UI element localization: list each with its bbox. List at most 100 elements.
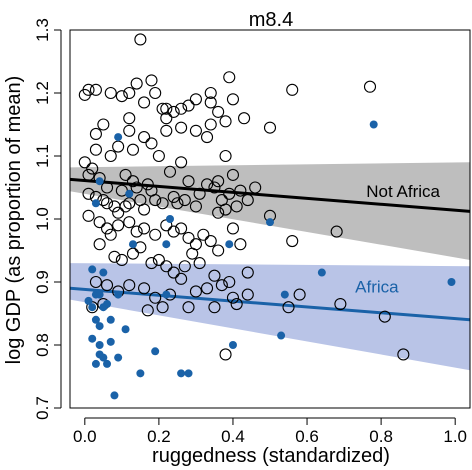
not-africa-data-point [152,253,165,267]
not-africa-data-point [204,118,217,131]
not-africa-data-point [115,253,128,267]
not-africa-data-point [241,194,254,207]
not-africa-data-point [208,181,221,194]
not-africa-data-point [126,175,140,188]
not-africa-data-point [82,83,95,96]
not-africa-data-point [100,181,114,194]
fit-labels: Not Africa Africa [355,182,440,297]
not-africa-data-point [249,181,262,194]
africa-data-point [121,325,130,334]
africa-data-point [99,303,108,312]
not-africa-data-point [208,301,221,314]
not-africa-data-point [123,86,136,100]
africa-data-point [95,322,104,331]
not-africa-data-point [152,149,165,163]
not-africa-data-point [397,348,410,361]
not-africa-data-point [189,93,202,106]
y-tick-label: 1.2 [33,81,52,105]
not-africa-data-point [230,297,243,311]
not-africa-data-point [241,288,254,301]
not-africa-data-point [138,222,151,235]
not-africa-data-point [89,143,102,156]
not-africa-data-point [219,149,232,163]
not-africa-data-point [126,143,140,156]
not-africa-data-point [100,197,114,210]
not-africa-data-point [160,260,173,273]
not-africa-data-point [145,257,158,270]
not-africa-data-point [123,112,136,125]
not-africa-data-point [89,127,102,140]
not-africa-data-point [200,178,214,191]
not-africa-data-point [241,266,254,279]
not-africa-data-point [134,33,147,46]
not-africa-data-point [171,197,184,210]
x-tick-label: 0.0 [73,427,97,446]
x-tick-label: 1.0 [443,427,467,446]
not-africa-data-point [219,115,232,128]
not-africa-data-point [223,71,236,84]
not-africa-data-point [104,149,117,163]
not-africa-data-point [200,131,214,144]
not-africa-data-point [204,86,217,100]
africa-data-point [447,278,456,286]
africa-data-point [84,296,93,305]
not-africa-data-point [178,260,191,273]
not-africa-data-point [286,83,299,96]
x-tick-label: 0.8 [369,427,393,446]
not-africa-data-point [189,285,202,298]
not-africa-data-point [182,175,195,188]
not-africa-data-point [234,238,247,251]
not-africa-data-point [193,187,206,200]
not-africa-data-point [130,77,143,90]
africa-data-point [88,303,97,312]
y-tick-label: 1.0 [33,207,52,231]
africa-data-point [91,315,100,324]
y-tick-label: 0.7 [33,396,52,420]
africa-data-point [136,369,145,378]
not-africa-data-point [167,266,180,279]
y-tick-label: 1.1 [33,144,52,168]
not-africa-data-point [197,228,210,241]
not-africa-data-point [119,200,132,213]
not-africa-data-point [130,225,143,238]
africa-data-point [317,268,326,277]
not-africa-data-point [138,96,151,109]
not-africa-data-point [123,216,136,229]
not-africa-data-point [141,304,154,317]
not-africa-data-point [149,228,162,241]
not-africa-data-point [149,291,162,304]
not-africa-data-point [123,279,136,292]
x-tick-label: 0.2 [147,427,171,446]
not-africa-data-point [330,225,343,238]
africa-data-point [95,177,104,186]
not-africa-data-point [263,121,277,134]
not-africa-data-point [108,250,121,263]
not-africa-data-point [212,105,225,118]
y-tick-label: 0.8 [33,333,52,357]
not-africa-data-point [212,206,225,219]
y-axis: 0.7 0.8 0.9 1.0 1.1 1.2 1.3 [33,18,62,420]
not-africa-data-point [93,216,106,229]
africa-data-point [106,337,115,346]
not-africa-data-point [175,102,188,115]
not-africa-data-point [219,203,232,216]
not-africa-data-point [293,288,306,301]
not-africa-data-point [200,282,214,295]
africa-data-point [369,120,378,129]
data-points [78,33,456,400]
africa-data-point [103,359,112,368]
not-africa-data-point [145,137,158,150]
not-africa-data-point [108,200,121,213]
y-tick-label: 0.9 [33,270,52,294]
not-africa-data-point [186,247,199,260]
not-africa-data-point [167,105,180,118]
not-africa-data-point [226,291,240,304]
not-africa-data-point [175,121,188,134]
africa-data-point [277,331,286,340]
not-africa-data-point [182,301,195,314]
y-tick-label: 1.3 [33,18,52,42]
not-africa-data-point [286,235,299,248]
not-africa-data-point [208,269,221,282]
not-africa-data-point [145,74,158,87]
not-africa-data-point [138,203,151,216]
